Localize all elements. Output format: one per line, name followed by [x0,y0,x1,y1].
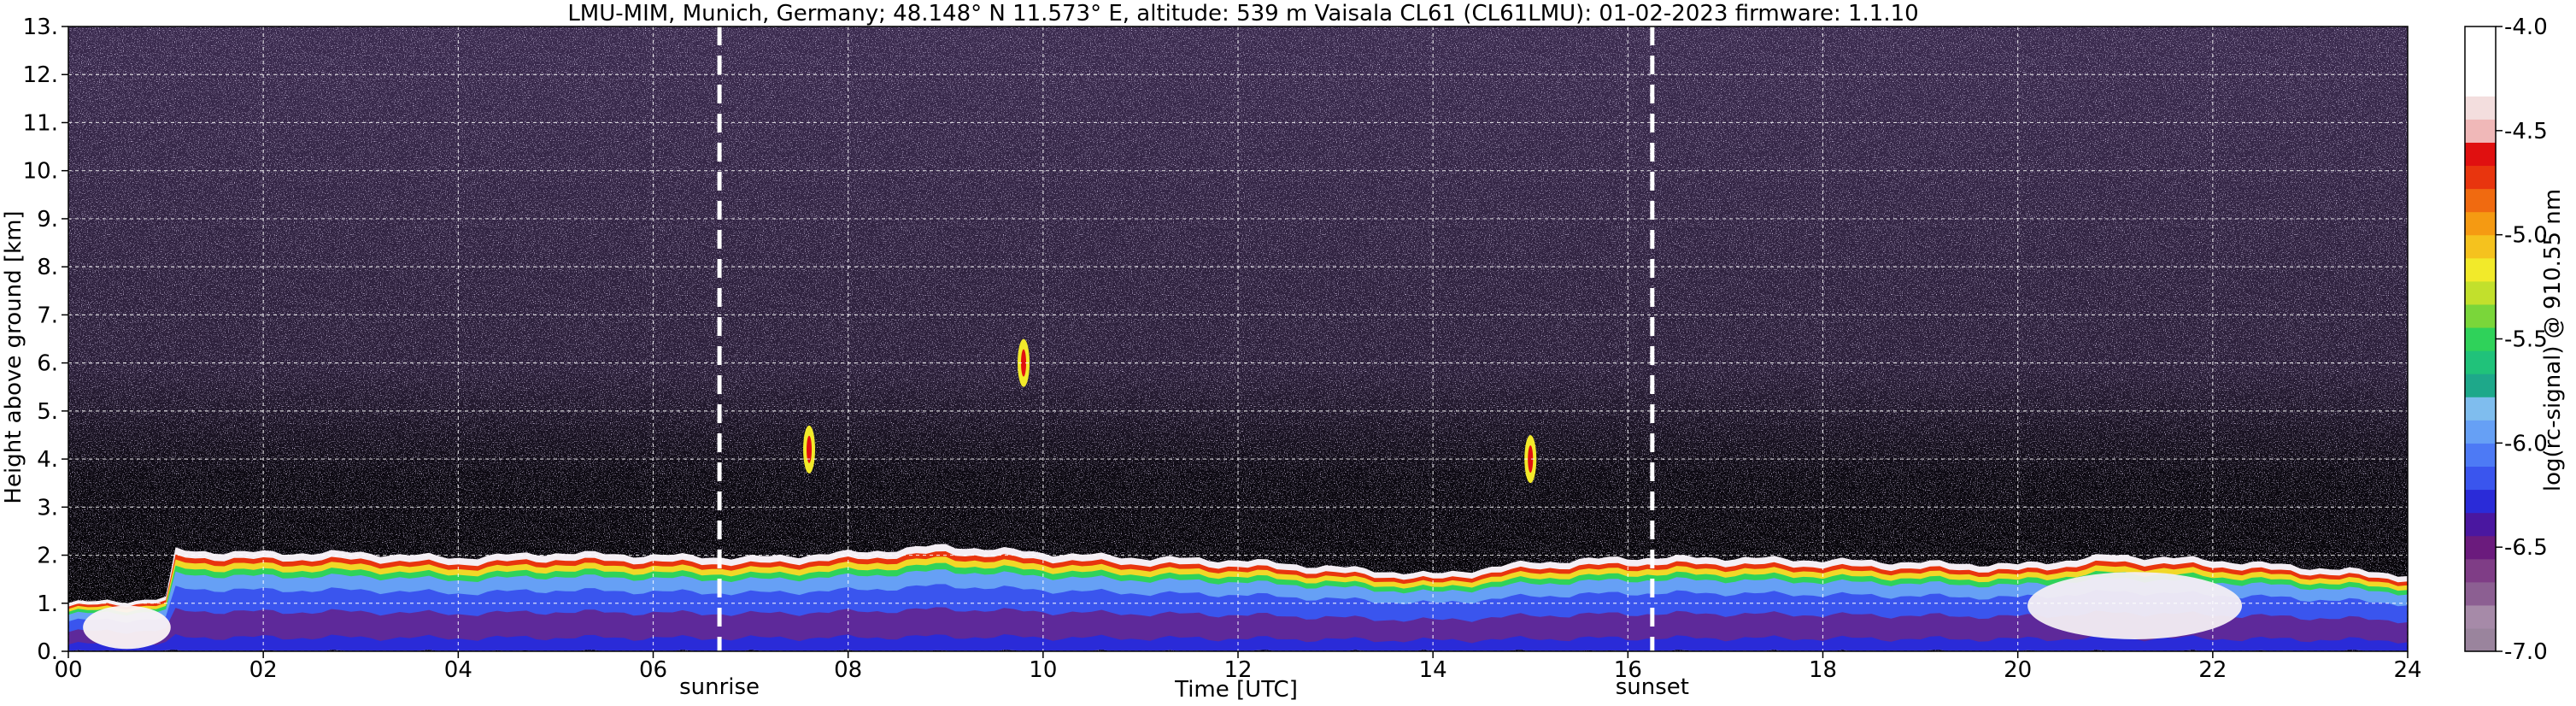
colorbar-tick-label-2: -5.0 [2504,223,2548,249]
colorbar-segment-12 [2465,350,2496,374]
x-tick-label-4: 08 [834,657,862,683]
elevated-feature-core-2 [1528,445,1534,474]
x-tick-label-9: 18 [1809,657,1837,683]
colorbar-segment-24 [2465,73,2496,97]
marker-label-sunset: sunset [1616,674,1689,700]
plot-area [68,26,2408,651]
x-tick-label-6: 12 [1223,657,1252,683]
colorbar-segment-13 [2465,327,2496,351]
morning-cloud [83,605,171,650]
colorbar-segment-25 [2465,50,2496,74]
y-tick-label-10: 10. [23,159,58,185]
x-tick-label-5: 10 [1029,657,1057,683]
x-tick-label-12: 24 [2393,657,2421,683]
colorbar-segment-0 [2465,627,2496,652]
colorbar-segment-15 [2465,280,2496,305]
y-axis-label: Height above ground [km] [1,210,26,503]
x-tick-label-2: 04 [444,657,472,683]
colorbar-segment-14 [2465,303,2496,328]
y-tick-label-0: 0. [37,639,58,665]
colorbar-segment-8 [2465,443,2496,468]
colorbar-segment-9 [2465,420,2496,444]
colorbar-tick-label-5: -6.5 [2504,535,2548,561]
x-tick-label-10: 20 [2004,657,2032,683]
y-tick-label-13: 13. [23,15,58,40]
colorbar-segment-5 [2465,512,2496,537]
colorbar-segment-2 [2465,581,2496,606]
x-axis: 00 02 04 06 08 10 12 14 16 18 20 22 24 [54,651,2422,683]
y-tick-label-12: 12. [23,62,58,88]
x-tick-label-0: 00 [54,657,82,683]
y-tick-label-7: 7. [37,303,58,328]
colorbar-segment-20 [2465,165,2496,190]
y-tick-label-1: 1. [37,591,58,617]
colorbar-segment-6 [2465,489,2496,514]
colorbar-segment-3 [2465,558,2496,583]
elevated-feature-core-0 [807,435,813,463]
sun-markers [717,26,1655,651]
colorbar-segment-22 [2465,119,2496,143]
y-tick-label-4: 4. [37,447,58,473]
colorbar-segment-21 [2465,142,2496,167]
elevated-features [803,338,1537,484]
x-tick-label-3: 06 [639,657,667,683]
x-tick-label-1: 02 [249,657,278,683]
evening-cloud [2027,572,2243,639]
y-tick-label-11: 11. [23,110,58,136]
y-tick-label-2: 2. [37,544,58,569]
x-tick-label-7: 14 [1419,657,1447,683]
colorbar-tick-label-6: -7.0 [2504,639,2548,665]
colorbar-segment-16 [2465,257,2496,282]
colorbar-segment-1 [2465,604,2496,629]
x-axis-label: Time [UTC] [1174,677,1298,703]
colorbar-tick-label-1: -4.5 [2504,119,2548,144]
colorbar-label: log(rc-signal) @ 910.55 nm [2540,189,2566,491]
y-tick-label-8: 8. [37,255,58,280]
marker-label-sunrise: sunrise [679,674,760,700]
x-tick-label-11: 22 [2198,657,2227,683]
colorbar-segment-17 [2465,234,2496,259]
colorbar-tick-label-3: -5.5 [2504,327,2548,353]
y-tick-label-3: 3. [37,495,58,521]
sun-marker-labels: sunrise sunset [679,674,1689,700]
colorbar-segment-10 [2465,397,2496,421]
colorbar-segment-19 [2465,188,2496,213]
y-tick-label-5: 5. [37,399,58,425]
colorbar-segment-18 [2465,211,2496,236]
colorbar-segment-7 [2465,466,2496,491]
y-axis: 0. 1. 2. 3. 4. 5. 6. 7. 8. 9. 10. 11. 12. 13. [23,15,68,665]
grid-lines [68,26,2408,651]
elevated-feature-core-1 [1021,349,1027,377]
colorbar-segment-26 [2465,26,2496,50]
colorbar-tick-label-4: -6.0 [2504,431,2548,456]
chart-title: LMU-MIM, Munich, Germany; 48.148° N 11.5… [567,1,1918,26]
colorbar-tick-label-0: -4.0 [2504,15,2548,40]
x-tick-label-8: 16 [1614,657,1642,683]
colorbar-segment-4 [2465,535,2496,560]
colorbar: -4.0 -4.5 -5.0 -5.5 -6.0 -6.5 -7.0 [2464,15,2548,665]
colorbar-segment-11 [2465,374,2496,397]
y-tick-label-6: 6. [37,351,58,377]
y-tick-label-9: 9. [37,207,58,232]
colorbar-segment-23 [2465,96,2496,120]
